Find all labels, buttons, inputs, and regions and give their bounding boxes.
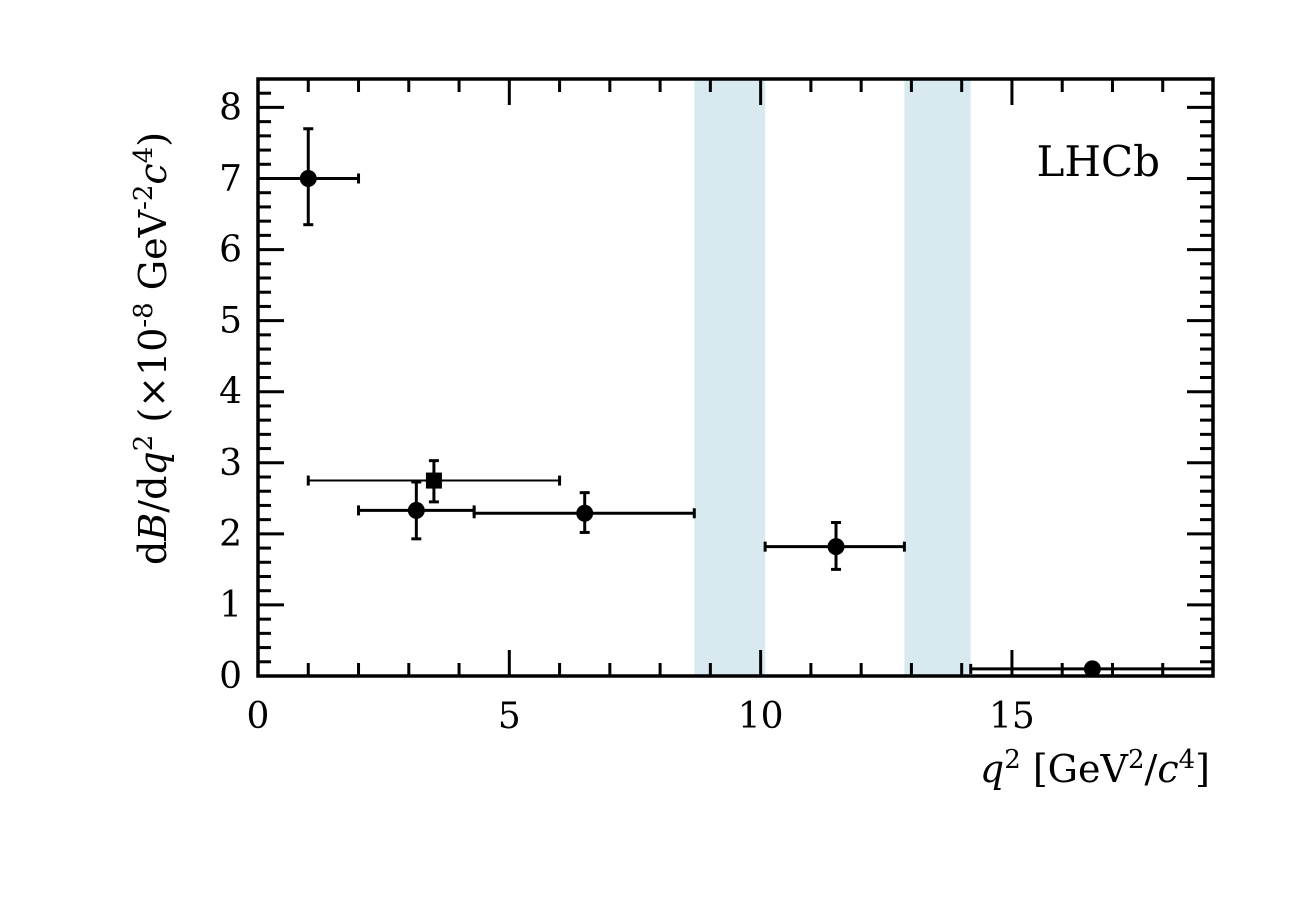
- circle-marker: [576, 504, 594, 522]
- square-marker: [425, 472, 442, 489]
- y-axis-title: dB/dq2 (×10-8 GeV-2c4): [129, 132, 175, 565]
- lhcb-label: LHCb: [1036, 137, 1160, 186]
- circle-marker: [407, 501, 425, 519]
- x-axis-title: q2 [GeV2/c4]: [980, 745, 1210, 791]
- y-tick-label: 3: [219, 443, 242, 484]
- x-tick-label: 0: [247, 696, 270, 737]
- data-point: [256, 127, 361, 227]
- circle-marker: [827, 538, 845, 556]
- y-tick-label: 6: [219, 230, 242, 271]
- y-tick-label: 8: [219, 87, 242, 128]
- y-tick-label: 4: [219, 372, 242, 413]
- x-tick-label: 5: [498, 696, 521, 737]
- data-point: [306, 459, 562, 504]
- axis-ticks: [256, 77, 1215, 678]
- data-points: [256, 127, 1215, 678]
- x-tick-label: 10: [738, 696, 784, 737]
- x-tick-label: 15: [989, 696, 1035, 737]
- data-point: [763, 520, 906, 571]
- circle-marker: [1083, 660, 1101, 678]
- vetoed-regions: [694, 79, 971, 676]
- y-tick-labels: 0 1 2 3 4 5 6 7 8: [219, 87, 242, 697]
- y-tick-label: 1: [219, 585, 242, 626]
- data-point: [357, 480, 476, 541]
- y-tick-label: 2: [219, 514, 242, 555]
- y-tick-label: 5: [219, 301, 242, 342]
- vetoed-region-1: [904, 79, 971, 676]
- circle-marker: [299, 170, 317, 187]
- data-point: [472, 491, 696, 534]
- y-tick-label: 0: [219, 656, 242, 697]
- x-tick-labels: 0 5 10 15: [247, 696, 1035, 737]
- data-point: [969, 660, 1215, 678]
- vetoed-region-0: [694, 79, 766, 676]
- y-tick-label: 7: [219, 159, 242, 200]
